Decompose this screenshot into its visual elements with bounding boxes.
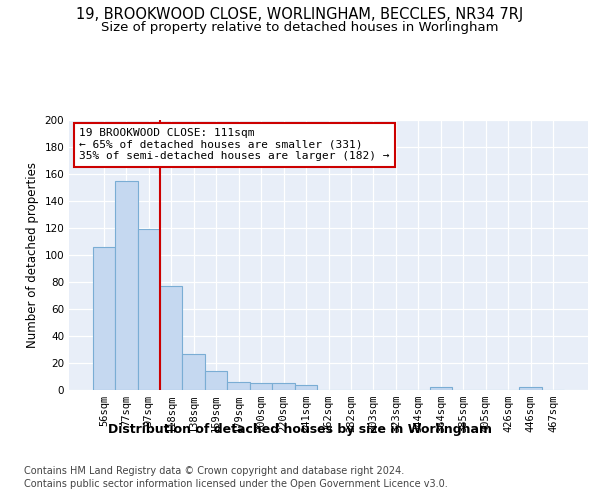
Bar [182,354,205,390]
Y-axis label: Number of detached properties: Number of detached properties [26,162,39,348]
Bar [295,384,317,390]
Text: 19, BROOKWOOD CLOSE, WORLINGHAM, BECCLES, NR34 7RJ: 19, BROOKWOOD CLOSE, WORLINGHAM, BECCLES… [76,8,524,22]
Bar [227,382,250,390]
Text: 19 BROOKWOOD CLOSE: 111sqm
← 65% of detached houses are smaller (331)
35% of sem: 19 BROOKWOOD CLOSE: 111sqm ← 65% of deta… [79,128,390,162]
Bar [250,383,272,390]
Bar [272,383,295,390]
Bar [92,247,115,390]
Bar [520,388,542,390]
Bar [430,388,452,390]
Bar [160,286,182,390]
Text: Contains public sector information licensed under the Open Government Licence v3: Contains public sector information licen… [24,479,448,489]
Text: Size of property relative to detached houses in Worlingham: Size of property relative to detached ho… [101,21,499,34]
Text: Distribution of detached houses by size in Worlingham: Distribution of detached houses by size … [108,422,492,436]
Text: Contains HM Land Registry data © Crown copyright and database right 2024.: Contains HM Land Registry data © Crown c… [24,466,404,476]
Bar [115,180,137,390]
Bar [205,371,227,390]
Bar [137,230,160,390]
